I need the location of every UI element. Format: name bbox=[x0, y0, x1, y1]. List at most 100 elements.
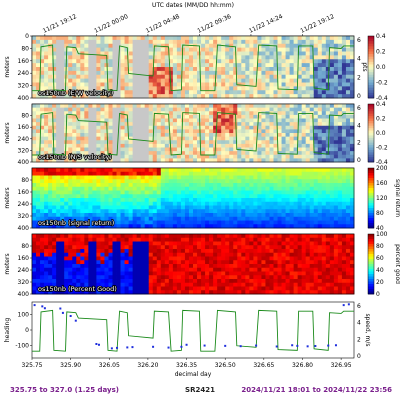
heatmap-cell bbox=[64, 267, 69, 272]
heatmap-cell bbox=[285, 234, 291, 239]
heatmap-cell bbox=[229, 158, 234, 163]
heatmap-cell bbox=[297, 39, 303, 45]
heatmap-cell bbox=[36, 286, 41, 291]
heatmap-cell bbox=[325, 158, 331, 163]
heatmap-cell bbox=[148, 171, 154, 176]
heatmap-cell bbox=[48, 39, 53, 45]
heatmap-cell bbox=[184, 51, 190, 56]
heatmap-cell bbox=[313, 74, 319, 80]
heatmap-cell bbox=[209, 275, 214, 280]
heatmap-cell bbox=[265, 237, 270, 242]
heatmap-cell bbox=[176, 43, 182, 49]
heatmap-cell bbox=[257, 140, 262, 145]
heatmap-cell bbox=[313, 186, 319, 191]
heatmap-cell bbox=[197, 275, 202, 280]
heatmap-cell bbox=[60, 114, 65, 119]
heatmap-cell bbox=[205, 51, 210, 56]
heatmap-cell bbox=[84, 104, 89, 109]
heatmap-cell bbox=[116, 70, 121, 76]
y-tick-label: 160 bbox=[18, 58, 30, 65]
heatmap-cell bbox=[44, 252, 49, 257]
heatmap-cell bbox=[297, 194, 303, 199]
heatmap-cell bbox=[92, 168, 97, 173]
heatmap-cell bbox=[112, 175, 117, 180]
heatmap-cell bbox=[225, 201, 230, 206]
heatmap-cell bbox=[112, 183, 117, 188]
heatmap-cell bbox=[225, 264, 230, 269]
heatmap-cell bbox=[281, 114, 286, 119]
heatmap-cell bbox=[297, 190, 303, 195]
heatmap-cell bbox=[96, 275, 101, 280]
heatmap-cell bbox=[72, 158, 77, 163]
heatmap-cell bbox=[301, 107, 307, 112]
heatmap-cell bbox=[140, 209, 146, 214]
heatmap-cell bbox=[273, 209, 278, 214]
heatmap-cell bbox=[301, 74, 307, 80]
heatmap-cell bbox=[205, 63, 210, 68]
heatmap-cell bbox=[197, 122, 202, 127]
heatmap-cell bbox=[144, 249, 150, 254]
heatmap-cell bbox=[40, 63, 45, 68]
heatmap-cell bbox=[124, 86, 130, 91]
heatmap-cell bbox=[96, 90, 101, 95]
heatmap-cell bbox=[237, 111, 242, 116]
heatmap-cell bbox=[140, 245, 146, 250]
heatmap-cell bbox=[209, 78, 214, 83]
heatmap-cell bbox=[64, 82, 69, 87]
heatmap-cell bbox=[345, 114, 351, 119]
heatmap-cell bbox=[164, 133, 170, 138]
heatmap-cell bbox=[104, 252, 109, 257]
heatmap-cell bbox=[176, 267, 182, 272]
heatmap-cell bbox=[72, 234, 77, 239]
heatmap-cell bbox=[229, 290, 234, 295]
heatmap-cell bbox=[136, 209, 142, 214]
heatmap-cell bbox=[160, 136, 166, 141]
heatmap-cell bbox=[100, 67, 105, 72]
heatmap-cell bbox=[281, 198, 286, 203]
heatmap-cell bbox=[72, 271, 77, 276]
heatmap-cell bbox=[164, 201, 170, 206]
heatmap-cell bbox=[285, 198, 291, 203]
heatmap-cell bbox=[104, 133, 109, 138]
heatmap-cell bbox=[333, 213, 339, 218]
heatmap-cell bbox=[136, 237, 142, 242]
heatmap-cell bbox=[337, 55, 343, 60]
heatmap-cell bbox=[132, 107, 138, 112]
heatmap-cell bbox=[273, 51, 278, 56]
heatmap-cell bbox=[184, 74, 190, 80]
heatmap-cell bbox=[88, 70, 93, 76]
heatmap-cell bbox=[245, 220, 250, 225]
heatmap-cell bbox=[213, 198, 218, 203]
heatmap-cell bbox=[92, 252, 97, 257]
heatmap-cell bbox=[144, 256, 150, 261]
heatmap-cell bbox=[277, 220, 282, 225]
heatmap-cell bbox=[277, 205, 282, 210]
heatmap-cell bbox=[132, 275, 138, 280]
heatmap-cell bbox=[301, 63, 307, 68]
heatmap-cell bbox=[209, 86, 214, 91]
heatmap-cell bbox=[229, 245, 234, 250]
heatmap-cell bbox=[148, 220, 154, 225]
heatmap-cell bbox=[273, 143, 278, 148]
heatmap-cell bbox=[112, 216, 117, 221]
heatmap-cell bbox=[176, 154, 182, 159]
heatmap-cell bbox=[265, 186, 270, 191]
heatmap-cell bbox=[76, 39, 81, 45]
heatmap-cell bbox=[261, 245, 266, 250]
heatmap-cell bbox=[213, 220, 218, 225]
heatmap-cell bbox=[265, 209, 270, 214]
heatmap-cell bbox=[305, 47, 311, 52]
heatmap-cell bbox=[100, 90, 105, 95]
heatmap-cell bbox=[217, 107, 222, 112]
heatmap-cell bbox=[337, 104, 343, 109]
heatmap-cell bbox=[152, 82, 158, 87]
heatmap-cell bbox=[325, 213, 331, 218]
heatmap-cell bbox=[265, 260, 270, 265]
heatmap-cell bbox=[116, 183, 121, 188]
heatmap-cell bbox=[188, 179, 194, 184]
heatmap-cell bbox=[201, 59, 206, 64]
heatmap-cell bbox=[84, 74, 89, 80]
heatmap-cell bbox=[257, 51, 262, 56]
heatmap-cell bbox=[233, 201, 238, 206]
heatmap-cell bbox=[229, 183, 234, 188]
